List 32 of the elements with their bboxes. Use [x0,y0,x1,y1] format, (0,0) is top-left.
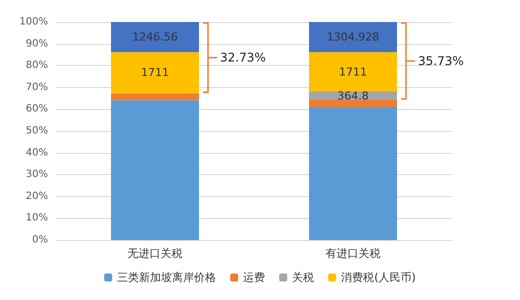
y-tick-label: 50% [26,126,48,136]
bar [309,107,397,240]
bar [111,52,199,94]
bar [309,22,397,52]
annotation: 364.8 [337,89,369,102]
bar [111,22,199,52]
y-tick-label: 100% [19,16,48,28]
y-tick-label: 60% [26,104,48,115]
annotation: 32.73% [220,50,266,65]
legend-label: 运费 [243,271,266,284]
y-tick-label: 10% [26,212,48,224]
annotation: 1711 [141,66,169,80]
legend-label: 关税 [292,271,314,284]
bar [111,100,199,240]
x-tick-label: 无进口关税 [128,247,182,260]
annotation: 1246.56 [132,30,178,44]
legend-label: 消费税(人民币) [341,271,416,284]
y-tick-label: 0% [32,234,48,246]
bar [309,100,397,108]
y-tick-label: 90% [26,38,48,50]
legend-label: 三类新加坡离岸价格 [117,271,216,284]
annotation: 1711 [339,65,367,78]
x-tick-label: 有进口关税 [326,247,380,260]
bar [111,93,199,100]
y-tick-label: 20% [26,190,48,202]
annotation: 35.73% [418,54,464,68]
y-tick-label: 70% [26,82,48,93]
annotation: 1304.928 [326,30,380,44]
y-tick-label: 80% [26,60,48,72]
bar [309,52,397,92]
y-tick-label: 40% [26,147,48,158]
y-tick-label: 30% [26,169,48,180]
